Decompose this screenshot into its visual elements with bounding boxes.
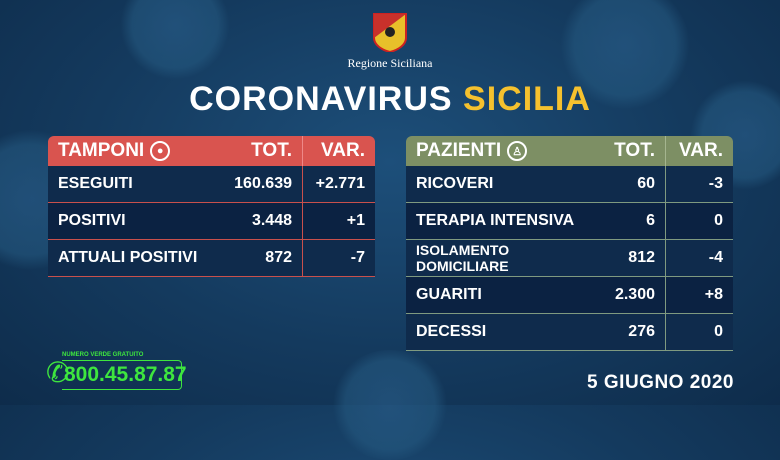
table-row: GUARITI 2.300 +8 xyxy=(406,277,733,314)
row-tot: 2.300 xyxy=(614,286,655,303)
table-row: RICOVERI 60 -3 xyxy=(406,166,733,203)
phone-icon: ✆ xyxy=(46,357,70,388)
row-label: ESEGUITI xyxy=(58,175,133,192)
tot-header: TOT. xyxy=(251,140,292,161)
row-tot: 60 xyxy=(637,175,655,192)
row-var: -7 xyxy=(302,240,375,276)
tamponi-header: TAMPONI ● TOT. VAR. xyxy=(48,136,375,166)
row-var: +8 xyxy=(665,277,733,313)
row-tot: 6 xyxy=(646,212,655,229)
title-sicilia: SICILIA xyxy=(463,80,591,118)
table-row: ISOLAMENTO DOMICILIARE 812 -4 xyxy=(406,240,733,277)
report-date: 5 GIUGNO 2020 xyxy=(587,372,734,393)
row-label: GUARITI xyxy=(416,286,482,303)
swab-icon: ● xyxy=(150,141,171,161)
row-tot: 160.639 xyxy=(234,175,292,192)
table-row: ATTUALI POSITIVI 872 -7 xyxy=(48,240,375,277)
row-label: POSITIVI xyxy=(58,212,126,229)
tot-header: TOT. xyxy=(614,140,655,161)
page-title: CORONAVIRUS SICILIA xyxy=(0,80,780,119)
row-tot: 872 xyxy=(265,249,292,266)
row-var: -4 xyxy=(665,240,733,276)
phone-number: 800.45.87.87 xyxy=(62,360,187,390)
tamponi-title: TAMPONI xyxy=(58,140,145,161)
row-label: DECESSI xyxy=(416,323,487,340)
row-tot: 812 xyxy=(628,249,655,266)
pazienti-title: PAZIENTI xyxy=(416,140,502,161)
regione-siciliana-logo xyxy=(373,13,407,52)
row-var: -3 xyxy=(665,166,733,202)
region-name: Regione Siciliana xyxy=(347,56,433,70)
row-label: TERAPIA INTENSIVA xyxy=(416,212,575,229)
table-row: POSITIVI 3.448 +1 xyxy=(48,203,375,240)
row-label: RICOVERI xyxy=(416,175,494,192)
pazienti-table: PAZIENTI ♙ TOT. VAR. RICOVERI 60 -3 TERAPIA… xyxy=(406,136,733,351)
row-tot: 276 xyxy=(628,323,655,340)
table-row: TERAPIA INTENSIVA 6 0 xyxy=(406,203,733,240)
title-coronavirus: CORONAVIRUS xyxy=(189,80,453,118)
row-label: ATTUALI POSITIVI xyxy=(58,249,198,266)
row-var: +2.771 xyxy=(302,166,375,202)
virus-decoration xyxy=(560,0,690,110)
tamponi-table: TAMPONI ● TOT. VAR. ESEGUITI 160.639 +2.771… xyxy=(48,136,375,277)
row-var: 0 xyxy=(665,314,733,350)
table-row: DECESSI 276 0 xyxy=(406,314,733,351)
virus-decoration xyxy=(330,350,450,460)
var-header: VAR. xyxy=(665,136,733,166)
person-icon: ♙ xyxy=(507,141,528,161)
phone-label: NUMERO VERDE GRATUITO xyxy=(62,352,144,358)
var-header: VAR. xyxy=(302,136,375,166)
row-var: 0 xyxy=(665,203,733,239)
table-row: ESEGUITI 160.639 +2.771 xyxy=(48,166,375,203)
row-var: +1 xyxy=(302,203,375,239)
row-tot: 3.448 xyxy=(251,212,292,229)
pazienti-header: PAZIENTI ♙ TOT. VAR. xyxy=(406,136,733,166)
row-label: ISOLAMENTO DOMICILIARE xyxy=(416,242,510,274)
